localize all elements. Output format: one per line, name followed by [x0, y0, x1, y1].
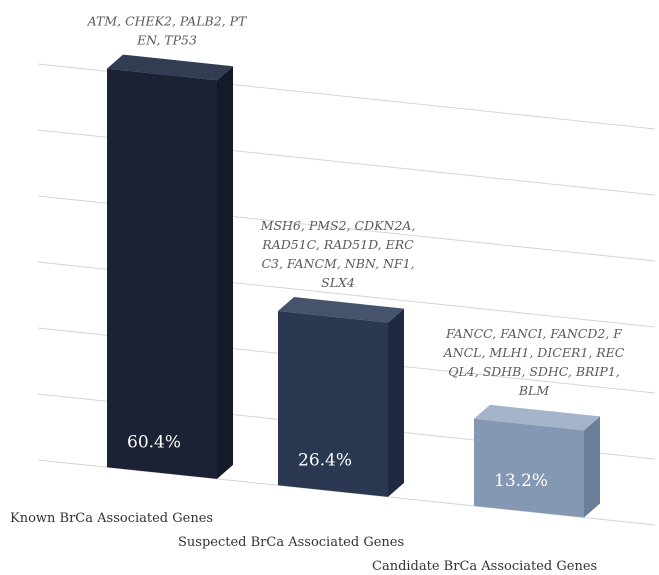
gene-annotation-line: RAD51C, RAD51D, ERC [261, 237, 414, 252]
value-label: 60.4% [127, 432, 181, 452]
gene-annotation-line: SLX4 [321, 275, 355, 290]
gene-annotation-line: EN, TP53 [136, 33, 197, 48]
bar-side [217, 66, 233, 479]
gene-annotation-line: QL4, SDHB, SDHC, BRIP1, [448, 364, 620, 379]
value-label: 26.4% [298, 450, 352, 470]
bar [278, 297, 404, 497]
bar-front [278, 311, 388, 497]
category-label: Suspected BrCa Associated Genes [178, 535, 404, 550]
bar-top [278, 297, 404, 323]
bar-front [107, 68, 217, 479]
gene-annotation-line: BLM [518, 383, 550, 398]
bar [474, 404, 600, 518]
bars [107, 54, 600, 518]
category-labels: Known BrCa Associated Genes Suspected BrC… [10, 511, 597, 574]
bar-side [584, 416, 600, 518]
gene-annotation-line: C3, FANCM, NBN, NF1, [261, 256, 414, 271]
bar-top [474, 404, 600, 431]
gene-annotation-line: FANCC, FANCI, FANCD2, F [445, 326, 623, 341]
value-label: 13.2% [494, 471, 548, 491]
gene-annotation-line: ATM, CHEK2, PALB2, PT [87, 14, 248, 29]
bar-top [107, 54, 233, 81]
category-label: Known BrCa Associated Genes [10, 511, 213, 526]
gridline [37, 459, 656, 526]
gene-annotation-line: ANCL, MLH1, DICER1, REC [443, 345, 625, 360]
value-labels: 60.4% 26.4% 13.2% [127, 432, 548, 491]
gene-annotations: ATM, CHEK2, PALB2, PT EN, TP53 MSH6, PMS2,… [87, 14, 625, 398]
bar [107, 54, 233, 479]
category-label: Candidate BrCa Associated Genes [372, 559, 597, 574]
gene-annotation-line: MSH6, PMS2, CDKN2A, [260, 218, 416, 233]
bar-front [474, 418, 584, 518]
bar-side [388, 308, 404, 497]
